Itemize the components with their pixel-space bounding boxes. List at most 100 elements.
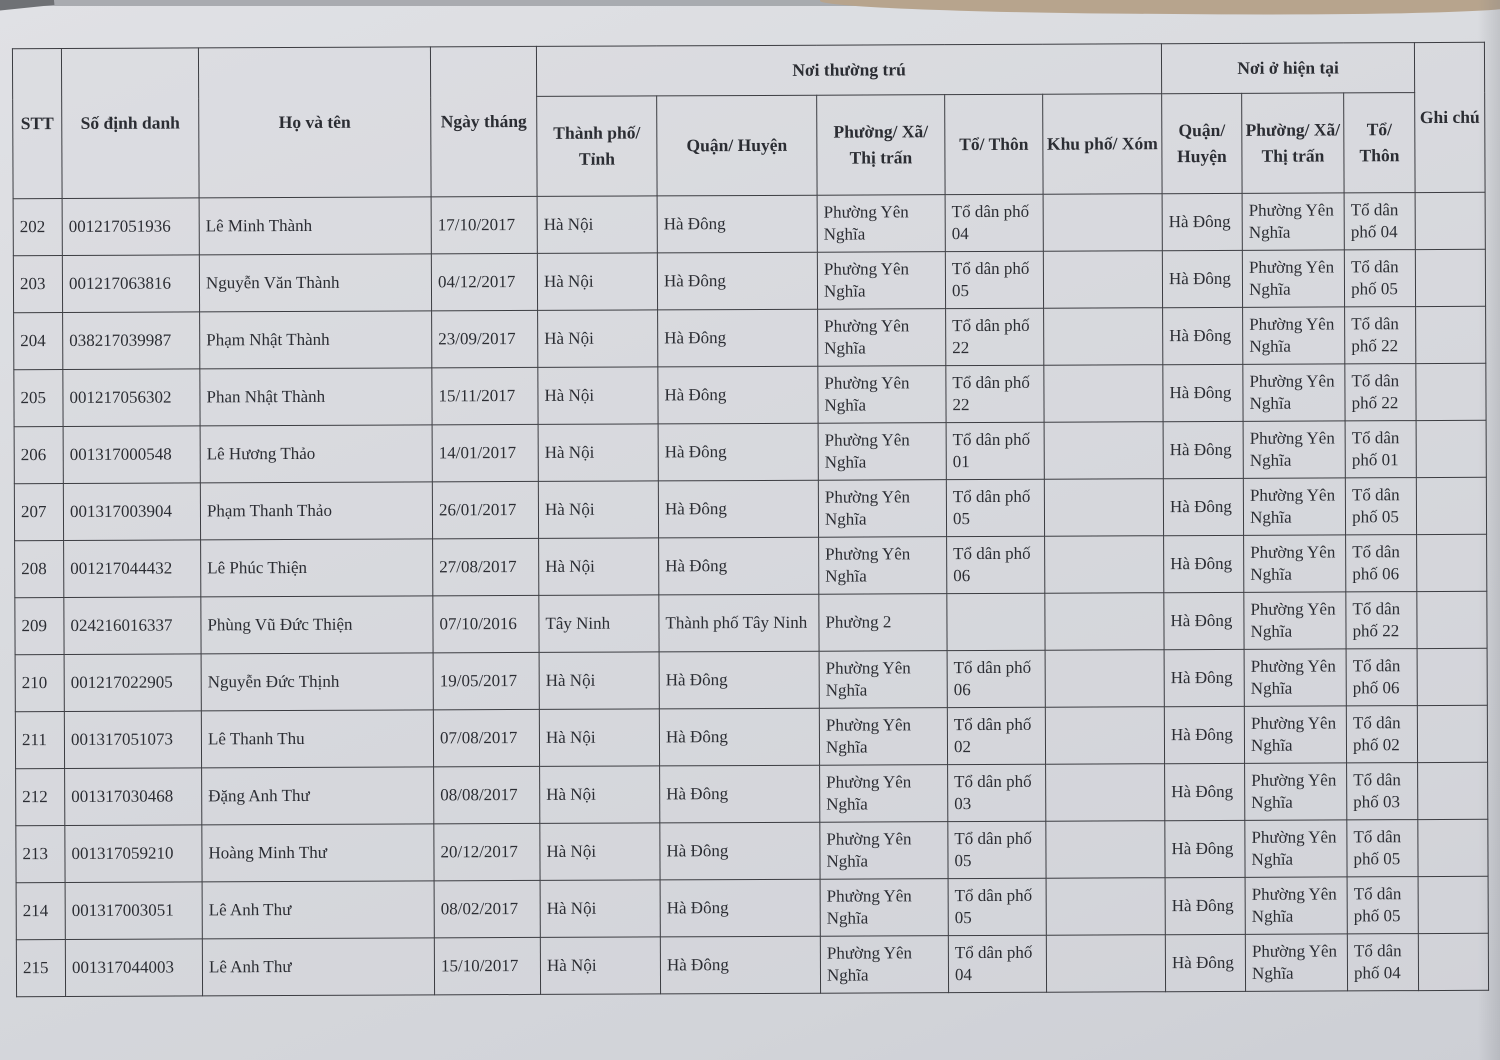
cell-perm-block [1045, 706, 1165, 765]
cell-id-number: 001217044432 [63, 539, 201, 598]
cell-perm-block [1044, 592, 1165, 651]
photo-top-shadow [0, 0, 1500, 6]
desk-edge [819, 0, 1500, 17]
cell-perm-ward: Phường Yên Nghĩa [817, 194, 946, 253]
cell-cur-district: Hà Đông [1163, 478, 1244, 536]
cell-perm-hamlet: Tổ dân phố 22 [945, 308, 1044, 366]
cell-cur-hamlet: Tổ dân phố 02 [1346, 705, 1418, 763]
cell-note [1417, 705, 1488, 763]
table-row: 206 001317000548 Lê Hương Thảo 14/01/201… [14, 420, 1487, 484]
cell-note [1416, 591, 1488, 649]
cell-perm-district: Hà Đông [657, 309, 818, 367]
cell-perm-city: Hà Nội [537, 195, 658, 254]
table-row: 213 001317059210 Hoàng Minh Thư 20/12/20… [15, 819, 1489, 883]
cell-perm-city: Hà Nội [537, 309, 658, 368]
cell-perm-city: Hà Nội [537, 252, 658, 311]
cell-cur-district: Hà Đông [1164, 649, 1245, 707]
cell-perm-hamlet: Tổ dân phố 05 [947, 821, 1047, 879]
cell-cur-ward: Phường Yên Nghĩa [1243, 534, 1346, 593]
cell-perm-block [1046, 934, 1166, 993]
cell-perm-block [1043, 193, 1163, 252]
cell-date: 20/12/2017 [433, 823, 541, 881]
cell-perm-district: Hà Đông [657, 252, 818, 310]
cell-date: 19/05/2017 [433, 652, 540, 710]
cell-perm-district: Hà Đông [657, 366, 819, 424]
cell-id-number: 001317000548 [63, 425, 201, 484]
cell-cur-ward: Phường Yên Nghĩa [1243, 420, 1346, 479]
cell-stt: 208 [14, 540, 64, 598]
cell-perm-ward: Phường Yên Nghĩa [817, 251, 946, 310]
cell-perm-ward: Phường Yên Nghĩa [818, 479, 947, 538]
cell-perm-ward: Phường Yên Nghĩa [820, 935, 949, 994]
cell-cur-ward: Phường Yên Nghĩa [1244, 705, 1347, 764]
cell-perm-city: Hà Nội [539, 765, 660, 824]
cell-note [1415, 363, 1487, 421]
col-header-cur-hamlet: Tổ/ Thôn [1343, 92, 1416, 193]
col-header-perm-block: Khu phố/ Xóm [1042, 93, 1163, 195]
cell-date: 15/10/2017 [434, 937, 541, 995]
cell-stt: 206 [14, 426, 64, 484]
cell-perm-ward: Phường 2 [818, 593, 948, 652]
cell-perm-hamlet: Tổ dân phố 06 [946, 536, 1045, 594]
cell-perm-hamlet: Tổ dân phố 04 [945, 194, 1044, 252]
paper-sheet: STT Số định danh Họ và tên Ngày tháng Nơ… [12, 42, 1489, 997]
col-header-perm-district: Quận/ Huyện [656, 95, 818, 196]
table-row: 209 024216016337 Phùng Vũ Đức Thiện 07/1… [14, 591, 1488, 655]
group-header-current-residence: Nơi ở hiện tại [1161, 42, 1415, 94]
cell-perm-district: Hà Đông [658, 537, 819, 595]
cell-perm-block [1046, 877, 1166, 936]
cell-cur-district: Hà Đông [1162, 193, 1243, 251]
cell-cur-ward: Phường Yên Nghĩa [1243, 477, 1346, 536]
cell-cur-hamlet: Tổ dân phố 05 [1346, 819, 1419, 877]
cell-cur-hamlet: Tổ dân phố 03 [1346, 762, 1418, 820]
cell-perm-block [1045, 649, 1165, 708]
cell-date: 27/08/2017 [432, 538, 539, 596]
cell-perm-ward: Phường Yên Nghĩa [818, 536, 947, 595]
cell-full-name: Lê Minh Thành [199, 196, 432, 255]
cell-stt: 215 [16, 939, 66, 997]
cell-perm-ward: Phường Yên Nghĩa [818, 422, 947, 481]
cell-id-number: 001317044003 [65, 938, 203, 997]
cell-cur-district: Hà Đông [1165, 934, 1246, 992]
col-header-perm-ward: Phường/ Xã/ Thị trấn [816, 94, 946, 196]
cell-date: 14/01/2017 [432, 424, 539, 482]
cell-perm-ward: Phường Yên Nghĩa [819, 707, 948, 766]
col-header-id: Số định danh [61, 47, 200, 199]
cell-cur-district: Hà Đông [1164, 820, 1246, 878]
cell-perm-ward: Phường Yên Nghĩa [820, 878, 949, 937]
cell-note [1417, 648, 1488, 706]
cell-note [1418, 933, 1489, 991]
cell-id-number: 001217063816 [62, 254, 200, 313]
cell-cur-district: Hà Đông [1162, 364, 1244, 422]
col-header-note: Ghi chú [1414, 42, 1486, 193]
group-header-permanent-residence: Nơi thường trú [536, 43, 1162, 97]
cell-perm-city: Hà Nội [538, 480, 659, 539]
cell-note [1415, 306, 1486, 364]
cell-full-name: Lê Hương Thảo [200, 424, 433, 483]
table-row: 204 038217039987 Phạm Nhật Thành 23/09/2… [13, 306, 1486, 370]
cell-full-name: Phan Nhật Thành [199, 367, 433, 426]
table-row: 202 001217051936 Lê Minh Thành 17/10/201… [13, 192, 1486, 256]
cell-cur-ward: Phường Yên Nghĩa [1243, 591, 1347, 650]
cell-cur-district: Hà Đông [1162, 250, 1243, 308]
cell-id-number: 001317059210 [64, 824, 203, 883]
cell-perm-city: Hà Nội [539, 651, 660, 710]
cell-perm-hamlet: Tổ dân phố 05 [945, 251, 1044, 309]
cell-cur-hamlet: Tổ dân phố 22 [1344, 306, 1416, 364]
cell-note [1416, 477, 1487, 535]
cell-cur-district: Hà Đông [1165, 877, 1246, 935]
cell-stt: 212 [15, 768, 65, 826]
table-header: STT Số định danh Họ và tên Ngày tháng Nơ… [12, 42, 1486, 199]
cell-cur-district: Hà Đông [1164, 763, 1245, 821]
cell-perm-district: Hà Đông [657, 195, 818, 253]
cell-cur-hamlet: Tổ dân phố 22 [1344, 363, 1417, 421]
cell-full-name: Đặng Anh Thư [201, 766, 434, 825]
cell-perm-block [1045, 820, 1166, 879]
cell-full-name: Lê Anh Thư [202, 937, 435, 996]
col-header-stt: STT [12, 48, 63, 199]
col-header-cur-ward: Phường/ Xã/ Thị trấn [1241, 92, 1345, 194]
cell-perm-city: Hà Nội [540, 879, 661, 938]
cell-date: 07/08/2017 [433, 709, 540, 767]
cell-date: 15/11/2017 [431, 367, 539, 425]
cell-cur-district: Hà Đông [1162, 307, 1243, 365]
